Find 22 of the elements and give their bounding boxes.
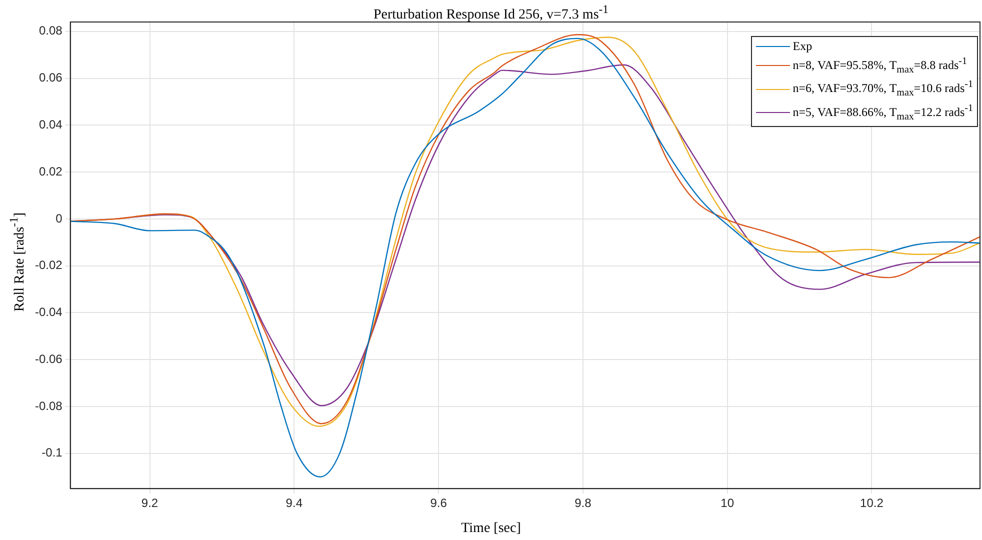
- x-tick-label: 9.2: [141, 496, 158, 510]
- x-tick-label: 10: [720, 496, 734, 510]
- legend-label: n=5, VAF=88.66%, T$_{max}$=12.2 rads$^{-1}$: [792, 102, 973, 124]
- x-axis-title: Time [sec]: [460, 521, 522, 537]
- y-tick-label: -0.08: [34, 398, 63, 413]
- legend-label: Exp: [792, 39, 812, 54]
- y-tick-label: -0.06: [34, 352, 63, 366]
- y-tick-label: 0.06: [38, 70, 63, 85]
- y-tick-label: 0.08: [38, 24, 63, 38]
- chart-title: Perturbation Response Id 256, v=7.3 ms$^{-1}$: [372, 3, 610, 24]
- y-tick-label: 0.04: [38, 117, 63, 132]
- y-tick-label: 0: [56, 211, 63, 226]
- y-tick-label: -0.02: [34, 258, 63, 272]
- legend-label: n=8, VAF=95.58%, T$_{max}$=8.8 rads$^{-1}$: [792, 55, 967, 78]
- x-tick-label: 10.2: [860, 496, 884, 510]
- y-tick-label: -0.04: [34, 305, 63, 320]
- y-tick-label: -0.1: [42, 446, 63, 460]
- x-tick-label: 9.8: [574, 496, 592, 510]
- y-tick-label: 0.02: [38, 164, 63, 178]
- legend-label: n=6, VAF=93.70%, T$_{max}$=10.6 rads$^{-1}$: [792, 78, 973, 101]
- x-tick-label: 9.6: [430, 496, 448, 510]
- x-tick-label: 9.4: [286, 496, 303, 510]
